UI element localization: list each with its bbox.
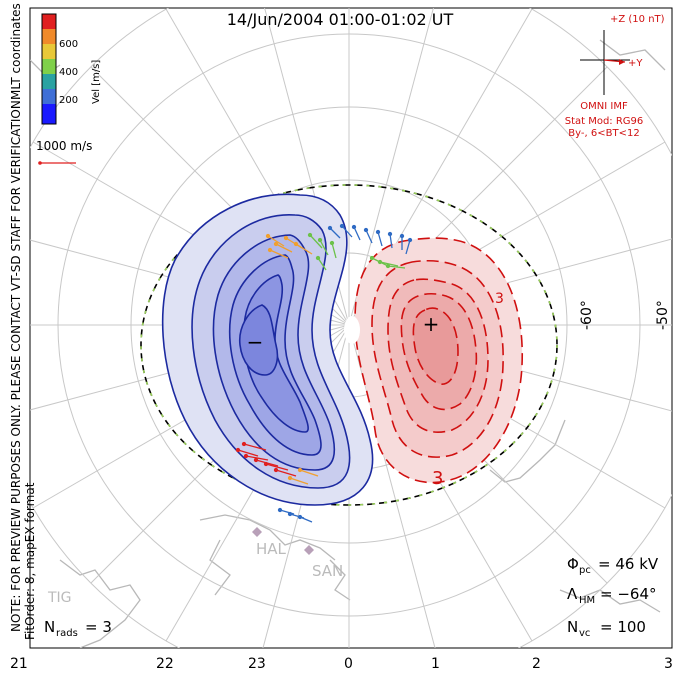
imf-dial (580, 30, 630, 95)
velocity-vectors (235, 223, 413, 523)
imf-y-label: +Y (628, 58, 643, 69)
stat-nrads-value: = 3 (85, 618, 112, 636)
stat-phi-sub: pc (579, 565, 591, 576)
stat-lambda-sym: Λ (567, 585, 578, 603)
velocity-colorbar (41, 13, 57, 125)
colorbar-swatch (42, 29, 56, 44)
max-marker: + (423, 312, 440, 336)
coastlines (30, 39, 666, 648)
stat-nvc-value: = 100 (600, 618, 646, 636)
positive-potential-cell (354, 237, 523, 484)
stat-nrads-sub: rads (56, 628, 78, 639)
mlt-label-1: 1 (431, 656, 440, 672)
imf-z-label: +Z (10 nT) (610, 14, 665, 25)
colorbar-swatch (42, 89, 56, 104)
colorbar-tick-200: 200 (59, 95, 78, 106)
colorbar-swatch (42, 74, 56, 89)
mlt-axis: 21 22 23 0 1 2 3 (10, 656, 673, 672)
mlt-label-23: 23 (248, 656, 266, 672)
hm-boundary-green (140, 184, 558, 506)
colorbar-swatch (42, 59, 56, 74)
stat-phi-pc: Φ pc = 46 kV (567, 555, 659, 576)
contour-label-positive: 3 (432, 468, 443, 489)
reference-vector (38, 161, 76, 165)
fit-order-note: FitOrder: 8, mapEX format (23, 482, 37, 640)
stat-lambda-hm: Λ HM = −64° (567, 585, 657, 606)
colorbar-label: Vel [m/s] (91, 60, 102, 104)
colorbar-swatch (42, 104, 56, 124)
map-title: 14/Jun/2004 01:00-01:02 UT (227, 10, 454, 29)
reference-vector-label: 1000 m/s (36, 139, 92, 153)
station-markers (252, 527, 314, 555)
mlt-label-3: 3 (664, 656, 673, 672)
pole-gap (344, 316, 360, 344)
preview-notice: NOTE: FOR PREVIEW PURPOSES ONLY. PLEASE … (9, 96, 23, 632)
stat-nvc-sym: N (567, 618, 578, 636)
coord-label: MLT coordinates (9, 3, 23, 100)
min-marker: − (247, 330, 264, 354)
colorbar-tick-400: 400 (59, 67, 78, 78)
station-tig: TIG (47, 590, 72, 606)
colorbar-swatch (42, 44, 56, 59)
station-san: SAN (312, 562, 343, 580)
imf-source: OMNI IMF (580, 101, 628, 112)
stat-lambda-value: = −64° (600, 585, 657, 603)
stat-lambda-sub: HM (579, 595, 595, 606)
stat-nvc-sub: vc (579, 628, 590, 639)
lat-label-60: -60° (579, 300, 595, 330)
stat-nrads-sym: N (44, 618, 55, 636)
mlt-label-21: 21 (10, 656, 28, 672)
imf-condition: By-, 6<BT<12 (568, 128, 639, 139)
colorbar-tick-600: 600 (59, 39, 78, 50)
station-hal: HAL (256, 540, 287, 558)
lat-label-50: -50° (655, 300, 671, 330)
stat-n-rads: N rads = 3 (44, 618, 112, 639)
imf-model: Stat Mod: RG96 (565, 116, 644, 127)
stat-phi-sym: Φ (567, 555, 579, 573)
mlt-label-2: 2 (532, 656, 541, 672)
mlt-label-0: 0 (344, 656, 353, 672)
mlt-label-22: 22 (156, 656, 174, 672)
contour-label-positive-2: 3 (495, 291, 504, 307)
colorbar-swatch (42, 14, 56, 29)
stat-n-vc: N vc = 100 (567, 618, 646, 639)
negative-potential-cell (161, 193, 374, 506)
stat-phi-value: = 46 kV (598, 555, 659, 573)
